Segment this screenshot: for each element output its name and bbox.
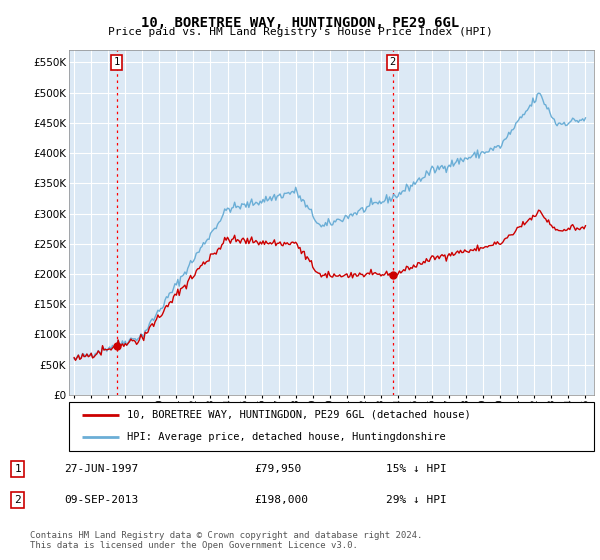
Text: 1: 1 (113, 58, 119, 67)
Text: £198,000: £198,000 (254, 495, 308, 505)
Text: 27-JUN-1997: 27-JUN-1997 (64, 464, 138, 474)
Text: 15% ↓ HPI: 15% ↓ HPI (386, 464, 447, 474)
Text: 2: 2 (14, 495, 21, 505)
Text: 10, BORETREE WAY, HUNTINGDON, PE29 6GL (detached house): 10, BORETREE WAY, HUNTINGDON, PE29 6GL (… (127, 410, 470, 420)
Text: HPI: Average price, detached house, Huntingdonshire: HPI: Average price, detached house, Hunt… (127, 432, 445, 442)
FancyBboxPatch shape (69, 402, 594, 451)
Text: 29% ↓ HPI: 29% ↓ HPI (386, 495, 447, 505)
Text: 09-SEP-2013: 09-SEP-2013 (64, 495, 138, 505)
Text: 1: 1 (14, 464, 21, 474)
Text: Contains HM Land Registry data © Crown copyright and database right 2024.
This d: Contains HM Land Registry data © Crown c… (30, 531, 422, 550)
Text: 2: 2 (389, 58, 396, 67)
Text: Price paid vs. HM Land Registry's House Price Index (HPI): Price paid vs. HM Land Registry's House … (107, 27, 493, 37)
Text: £79,950: £79,950 (254, 464, 301, 474)
Text: 10, BORETREE WAY, HUNTINGDON, PE29 6GL: 10, BORETREE WAY, HUNTINGDON, PE29 6GL (141, 16, 459, 30)
